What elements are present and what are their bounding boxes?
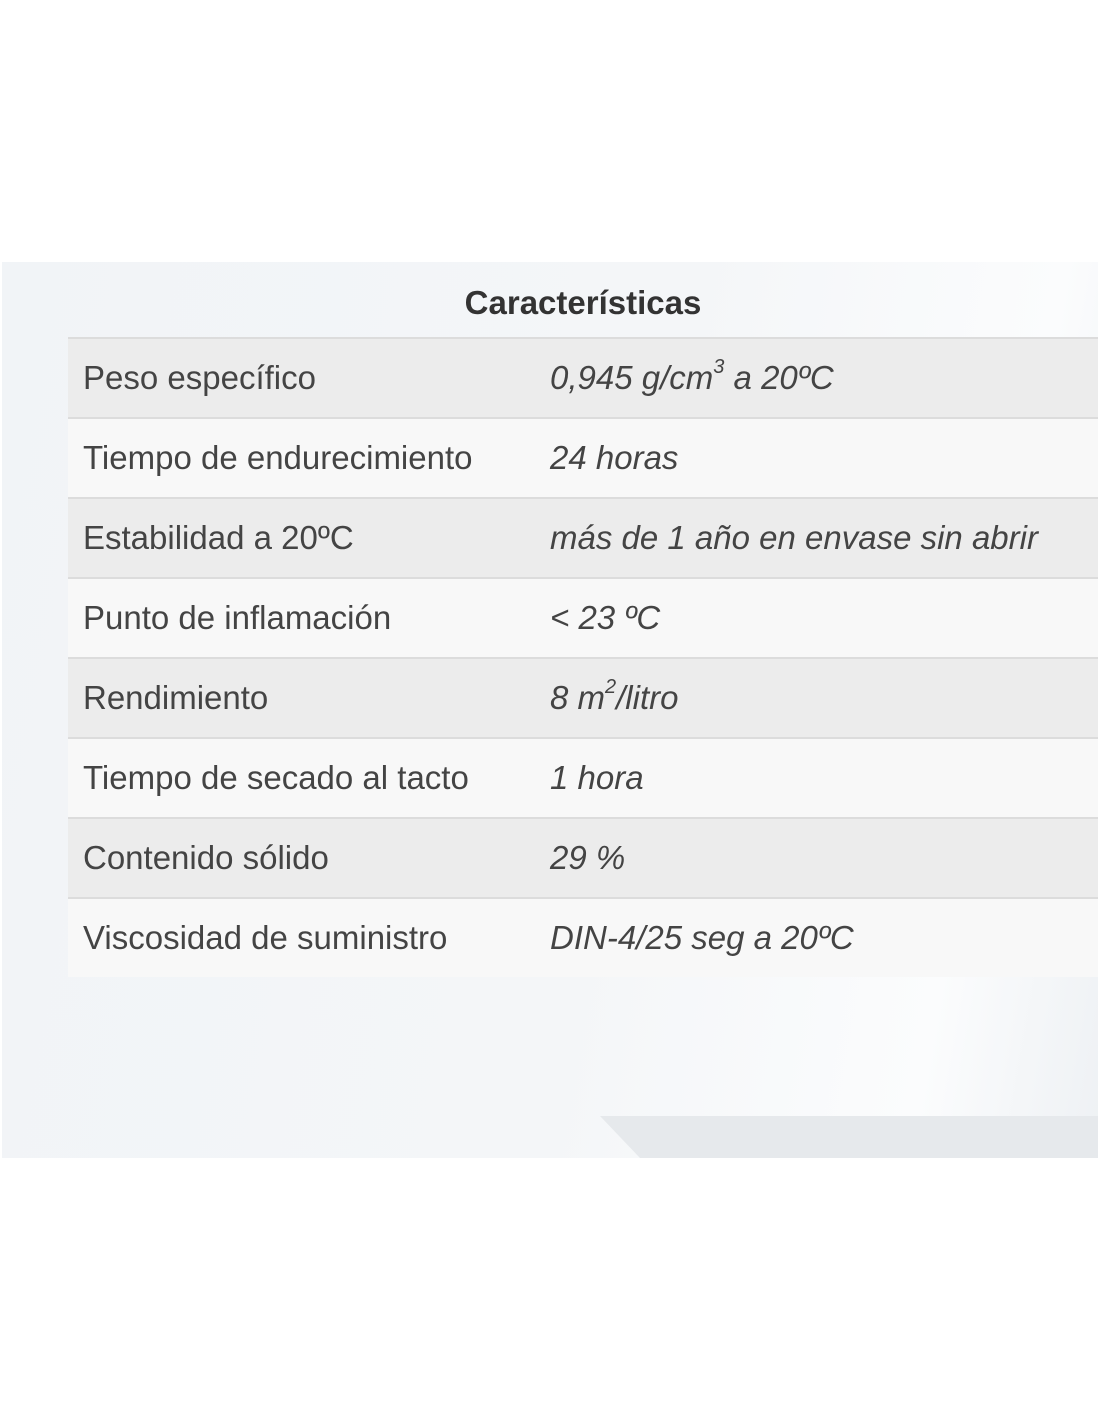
property-value: 1 hora	[534, 737, 1098, 818]
property-value: < 23 ºC	[534, 577, 1098, 658]
value-pre: más de 1 año en envase sin abrir	[550, 519, 1038, 556]
table-row: Peso específico 0,945 g/cm3 a 20ºC	[68, 337, 1098, 418]
property-value: 24 horas	[534, 417, 1098, 498]
value-pre: < 23 ºC	[550, 599, 661, 636]
property-value: DIN-4/25 seg a 20ºC	[534, 897, 1098, 977]
property-label: Punto de inflamación	[68, 577, 534, 658]
value-pre: 24 horas	[550, 439, 679, 476]
value-post: /litro	[616, 679, 679, 716]
table-row: Contenido sólido 29 %	[68, 817, 1098, 898]
value-post: a 20ºC	[724, 359, 834, 396]
table-row: Viscosidad de suministro DIN-4/25 seg a 2…	[68, 897, 1098, 977]
value-pre: DIN-4/25 seg a 20ºC	[550, 919, 854, 956]
table-row: Punto de inflamación < 23 ºC	[68, 577, 1098, 658]
property-label: Contenido sólido	[68, 817, 534, 898]
table-row: Tiempo de secado al tacto 1 hora	[68, 737, 1098, 818]
characteristics-table: Peso específico 0,945 g/cm3 a 20ºC Tiempo …	[68, 337, 1098, 977]
property-label: Estabilidad a 20ºC	[68, 497, 534, 578]
value-pre: 8 m	[550, 679, 606, 716]
value-sup: 3	[713, 356, 725, 378]
property-value: más de 1 año en envase sin abrir	[534, 497, 1098, 578]
panel-decoration	[600, 1116, 1098, 1158]
property-value: 0,945 g/cm3 a 20ºC	[534, 337, 1098, 418]
table-caption: Características	[464, 284, 702, 321]
property-label: Tiempo de endurecimiento	[68, 417, 534, 498]
value-pre: 29 %	[550, 839, 626, 876]
property-label: Peso específico	[68, 337, 534, 418]
table-row: Rendimiento 8 m2/litro	[68, 657, 1098, 738]
value-pre: 1 hora	[550, 759, 644, 796]
property-value: 29 %	[534, 817, 1098, 898]
table-row: Estabilidad a 20ºC más de 1 año en envase…	[68, 497, 1098, 578]
value-sup: 2	[605, 676, 617, 698]
property-label: Viscosidad de suministro	[68, 897, 534, 977]
property-label: Tiempo de secado al tacto	[68, 737, 534, 818]
property-label: Rendimiento	[68, 657, 534, 738]
property-value: 8 m2/litro	[534, 657, 1098, 738]
table-row: Tiempo de endurecimiento 24 horas	[68, 417, 1098, 498]
value-pre: 0,945 g/cm	[550, 359, 714, 396]
